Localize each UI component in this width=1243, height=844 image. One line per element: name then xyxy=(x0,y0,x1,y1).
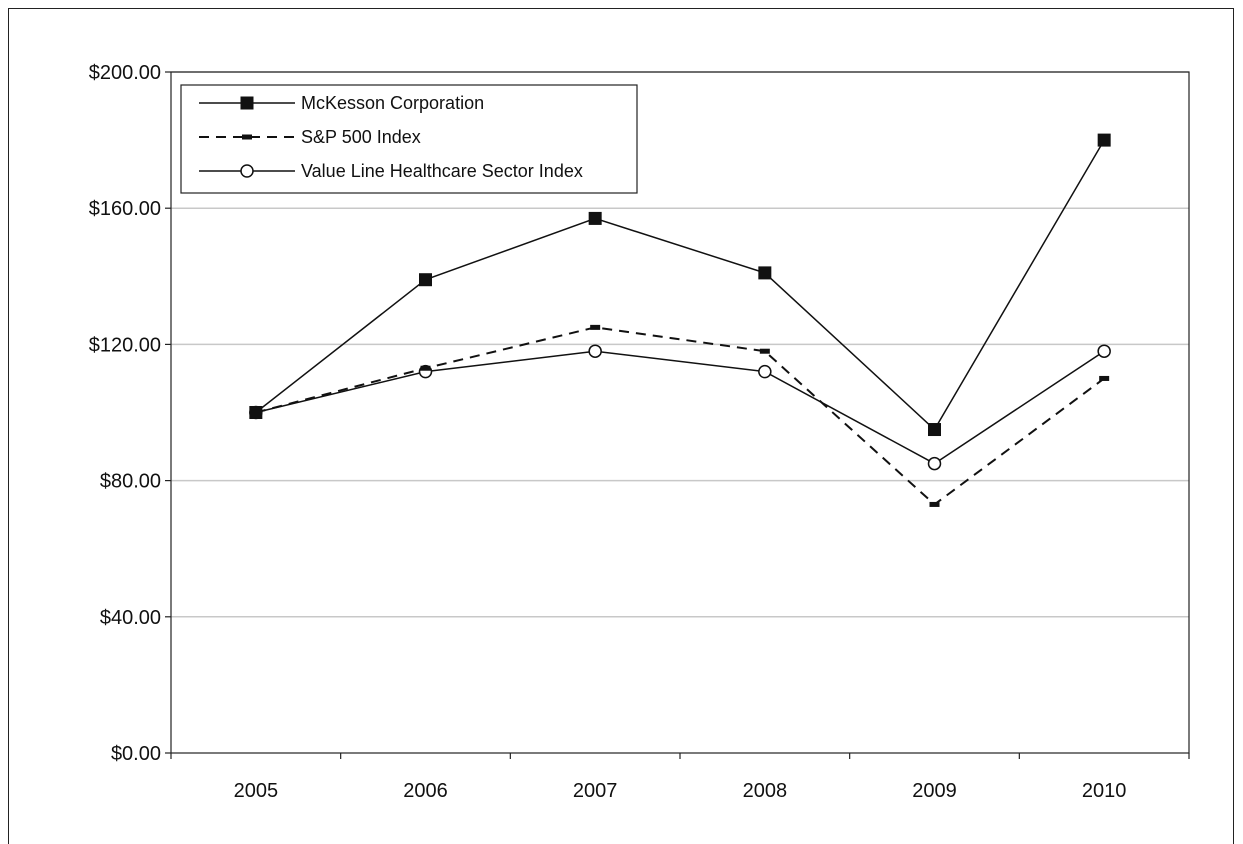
y-tick-label: $160.00 xyxy=(89,198,161,220)
data-point xyxy=(588,344,602,358)
data-point xyxy=(588,211,602,225)
data-point xyxy=(758,364,772,379)
legend-swatch-marker xyxy=(240,164,254,178)
data-point xyxy=(1097,344,1111,358)
x-axis-tick-labels: 2005 2006 2007 2008 2009 2010 xyxy=(234,780,1127,802)
y-tick-label: $0.00 xyxy=(111,743,161,765)
y-tick-label: $40.00 xyxy=(100,607,161,629)
chart-frame xyxy=(8,8,1234,844)
axes xyxy=(165,71,1190,759)
legend-swatch-marker xyxy=(240,96,254,110)
data-point xyxy=(1099,375,1110,381)
data-point xyxy=(929,501,940,507)
data-point xyxy=(420,365,431,371)
data-point xyxy=(928,423,941,437)
data-point xyxy=(590,324,601,330)
legend-label: S&P 500 Index xyxy=(301,127,421,147)
series-value-line-healthcare-sector-index xyxy=(249,344,1111,471)
legend-label: Value Line Healthcare Sector Index xyxy=(301,161,583,181)
legend-item-mckesson-corporation: McKesson Corporation xyxy=(199,93,484,113)
y-tick-label: $80.00 xyxy=(100,471,161,493)
series-line xyxy=(255,139,1105,431)
series-mckesson-corporation xyxy=(249,133,1111,437)
series-line xyxy=(255,350,1105,465)
x-tick-label: 2005 xyxy=(234,780,279,802)
y-tick-label: $200.00 xyxy=(89,62,161,84)
data-point xyxy=(1097,133,1111,147)
x-tick-label: 2009 xyxy=(912,780,957,802)
legend: McKesson Corporation S&P 500 Index Value L… xyxy=(180,84,638,194)
data-point xyxy=(249,406,263,419)
legend-label: McKesson Corporation xyxy=(301,93,484,113)
y-tick-label: $120.00 xyxy=(89,334,161,356)
x-tick-label: 2006 xyxy=(403,780,448,802)
x-tick-label: 2007 xyxy=(573,780,618,802)
x-tick-label: 2008 xyxy=(743,780,788,802)
data-point xyxy=(758,266,772,280)
legend-item-s-p-500-index: S&P 500 Index xyxy=(199,127,421,147)
series-line xyxy=(255,326,1105,506)
data-point xyxy=(759,348,770,354)
legend-swatch-marker xyxy=(242,134,252,140)
data-point xyxy=(927,456,942,471)
legend-item-value-line-healthcare-sector-index: Value Line Healthcare Sector Index xyxy=(199,161,583,181)
data-point xyxy=(419,273,432,287)
series-lines xyxy=(249,133,1111,507)
y-axis-tick-labels: $0.00 $40.00 $80.00 $120.00 $160.00 $200.00 xyxy=(89,62,161,765)
x-tick-label: 2010 xyxy=(1082,780,1127,802)
